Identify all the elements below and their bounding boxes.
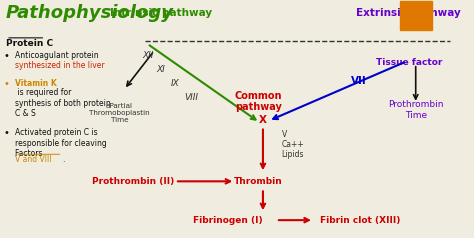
Text: Intrinsic pathway: Intrinsic pathway <box>110 8 212 19</box>
Text: Common
pathway: Common pathway <box>235 91 282 112</box>
Text: Thrombin: Thrombin <box>234 177 283 186</box>
Bar <box>400 1 432 30</box>
Text: Fibrinogen (I): Fibrinogen (I) <box>193 216 263 225</box>
Text: Prothrombin
Time: Prothrombin Time <box>388 100 444 119</box>
Text: Activated protein C is
responsible for cleaving
Factors: Activated protein C is responsible for c… <box>15 129 107 158</box>
Text: VII: VII <box>351 76 367 86</box>
Text: •: • <box>4 51 9 61</box>
Text: V
Ca++
Lipids: V Ca++ Lipids <box>282 129 304 159</box>
Text: XI: XI <box>156 65 165 74</box>
Text: Vitamin K: Vitamin K <box>15 79 57 88</box>
Text: Tissue factor: Tissue factor <box>375 58 442 67</box>
Text: Fibrin clot (XIII): Fibrin clot (XIII) <box>320 216 401 225</box>
Text: Extrinsic pathway: Extrinsic pathway <box>356 8 461 19</box>
Text: .: . <box>63 155 65 164</box>
Text: Prothrombin (II): Prothrombin (II) <box>92 177 174 186</box>
Text: V and VIII: V and VIII <box>15 155 52 164</box>
Text: X: X <box>259 115 267 125</box>
Text: XII: XII <box>143 51 154 60</box>
Text: Anticoagulant protein: Anticoagulant protein <box>15 51 99 60</box>
Text: aPartial
Thromoboplastin
Time: aPartial Thromoboplastin Time <box>89 103 150 123</box>
Text: Protein C: Protein C <box>6 39 53 48</box>
Text: Pathophysiology: Pathophysiology <box>6 4 174 22</box>
Text: VIII: VIII <box>184 93 198 102</box>
Text: •: • <box>4 79 9 89</box>
Text: •: • <box>4 129 9 139</box>
Text: is required for
synthesis of both protein
C & S: is required for synthesis of both protei… <box>15 89 111 118</box>
Text: IX: IX <box>170 79 179 88</box>
Text: synthesized in the liver: synthesized in the liver <box>15 61 105 70</box>
